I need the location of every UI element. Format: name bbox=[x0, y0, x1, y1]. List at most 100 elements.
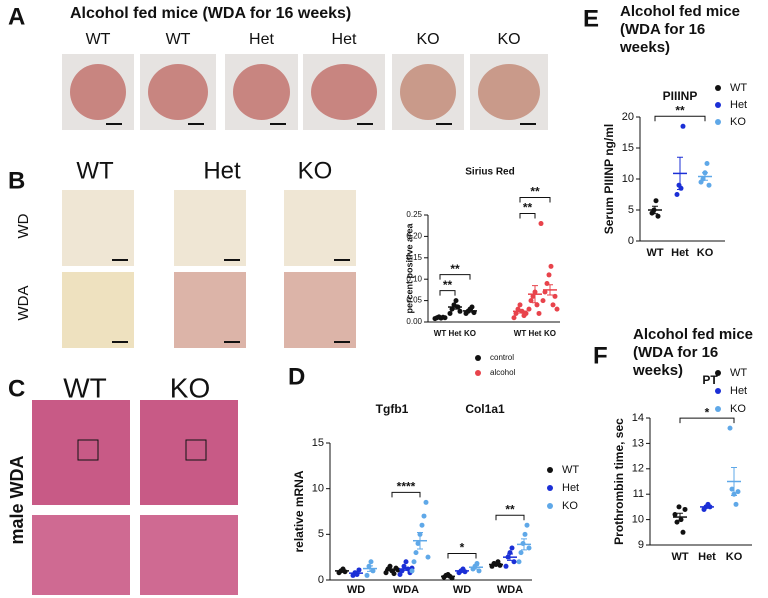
significance-label: ** bbox=[675, 103, 685, 117]
data-point bbox=[735, 489, 741, 495]
legend-swatch bbox=[715, 370, 721, 376]
legend-swatch bbox=[715, 406, 721, 412]
histology-zoom bbox=[32, 515, 130, 595]
x-tick-label: Het bbox=[698, 551, 716, 563]
liver bbox=[311, 64, 377, 120]
y-tick-label: 15 bbox=[312, 437, 324, 449]
data-point bbox=[526, 306, 532, 312]
data-point bbox=[425, 554, 431, 560]
chart-title: Alcohol fed mice (WDA for 16 weeks) bbox=[633, 326, 754, 379]
data-point bbox=[403, 559, 409, 565]
data-point bbox=[680, 529, 686, 535]
x-tick-label: WD bbox=[347, 584, 365, 596]
liver bbox=[233, 64, 290, 120]
data-point bbox=[469, 304, 475, 310]
x-tick-label: WT bbox=[671, 551, 688, 563]
data-point bbox=[413, 550, 419, 556]
histology-image bbox=[284, 190, 356, 266]
y-tick-label: 20 bbox=[622, 111, 634, 123]
data-point bbox=[524, 522, 530, 528]
y-tick-label: 0.25 bbox=[406, 210, 422, 219]
histology-image bbox=[140, 400, 238, 505]
y-tick-label: 10 bbox=[632, 514, 644, 526]
data-point bbox=[503, 563, 509, 569]
legend-label: KO bbox=[562, 500, 578, 512]
data-point bbox=[682, 506, 688, 512]
y-tick-label: 10 bbox=[622, 173, 634, 185]
y-tick-label: 9 bbox=[638, 539, 644, 551]
error-bar bbox=[437, 316, 443, 319]
x-tick-label: Het bbox=[671, 247, 689, 259]
histology-image bbox=[62, 272, 134, 348]
legend-label: Het bbox=[730, 99, 747, 111]
significance-label: ** bbox=[523, 201, 533, 215]
legend-swatch bbox=[547, 467, 553, 473]
histology-image bbox=[62, 190, 134, 266]
data-point bbox=[513, 310, 519, 316]
data-point bbox=[540, 298, 546, 304]
data-point bbox=[516, 559, 522, 565]
significance-label: * bbox=[705, 405, 710, 419]
x-tick-label: KO bbox=[464, 329, 476, 338]
liver bbox=[400, 64, 456, 120]
error-bar bbox=[459, 569, 465, 573]
data-point bbox=[678, 185, 684, 191]
x-tick-label: WD bbox=[453, 584, 471, 596]
panel-letter: A bbox=[8, 3, 25, 30]
x-tick-label: WT bbox=[434, 329, 447, 338]
error-bar bbox=[677, 156, 683, 191]
data-point bbox=[419, 522, 425, 528]
x-tick-label: WDA bbox=[497, 584, 523, 596]
error-bar bbox=[473, 564, 479, 570]
data-point bbox=[457, 308, 463, 314]
legend-label: control bbox=[490, 353, 514, 362]
y-tick-label: 0 bbox=[628, 235, 634, 247]
data-point bbox=[423, 499, 429, 505]
y-tick-label: 14 bbox=[632, 412, 644, 424]
error-bar bbox=[517, 309, 523, 314]
data-point bbox=[356, 567, 362, 573]
histology-image bbox=[32, 400, 130, 505]
error-bar bbox=[403, 567, 409, 571]
row-label: WD bbox=[15, 213, 32, 238]
legend-swatch bbox=[475, 355, 481, 361]
y-axis-label: Serum PIIINP ng/ml bbox=[602, 124, 616, 234]
data-point bbox=[391, 571, 397, 577]
y-axis-label: Prothrombin time, sec bbox=[612, 418, 626, 545]
data-point bbox=[704, 161, 710, 166]
error-bar bbox=[452, 304, 458, 310]
data-point bbox=[552, 293, 558, 299]
legend-label: KO bbox=[730, 116, 746, 128]
y-tick-label: 5 bbox=[628, 204, 634, 216]
error-bar bbox=[389, 568, 395, 572]
panel-title: Alcohol fed mice (WDA for 16 weeks) bbox=[70, 5, 351, 22]
data-point bbox=[474, 561, 480, 567]
error-bar bbox=[652, 205, 658, 215]
error-bar bbox=[493, 563, 499, 566]
data-point bbox=[729, 486, 735, 492]
column-label: KO bbox=[298, 157, 333, 184]
side-label: male WDA bbox=[7, 455, 27, 544]
photo-label: WT bbox=[166, 31, 191, 48]
y-tick-label: 13 bbox=[632, 437, 644, 449]
histology-image bbox=[174, 272, 246, 348]
panel-letter: C bbox=[8, 375, 25, 402]
error-bar bbox=[702, 172, 708, 181]
y-tick-label: 0 bbox=[318, 574, 324, 586]
chart-subtitle: PIIINP bbox=[663, 89, 698, 103]
panel-letter: D bbox=[288, 363, 305, 390]
error-bar bbox=[417, 532, 423, 550]
data-point bbox=[542, 289, 548, 295]
significance-bracket bbox=[439, 290, 456, 296]
x-tick-label: WDA bbox=[393, 584, 419, 596]
histology-zoom bbox=[140, 515, 238, 595]
group-label: Tgfb1 bbox=[376, 402, 409, 416]
zoom-box bbox=[77, 439, 99, 461]
data-point bbox=[453, 298, 459, 304]
data-point bbox=[733, 501, 739, 507]
data-point bbox=[546, 272, 552, 278]
data-point bbox=[397, 572, 403, 578]
data-point bbox=[520, 540, 526, 546]
data-point bbox=[653, 198, 659, 204]
data-point bbox=[706, 182, 712, 188]
